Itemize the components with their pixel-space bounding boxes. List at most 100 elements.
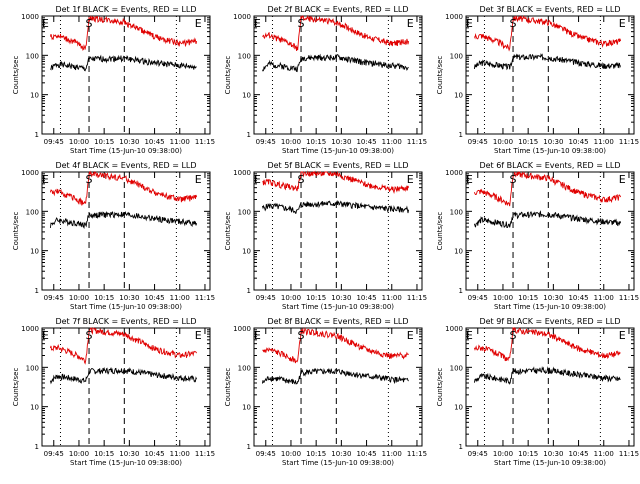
- x-tick-label: 09:45: [256, 294, 276, 302]
- event-marker-label: E: [466, 173, 473, 186]
- x-tick-label: 11:15: [195, 138, 215, 146]
- x-tick-label: 10:00: [493, 138, 513, 146]
- panel-title: Det 5f BLACK = Events, RED = LLD: [267, 161, 408, 170]
- y-tick-label: 10: [454, 404, 463, 412]
- x-tick-label: 09:45: [256, 450, 276, 458]
- detector-panel: Det 5f BLACK = Events, RED = LLD 1 10 100 10…: [224, 161, 427, 311]
- y-tick-label: 1000: [233, 169, 251, 177]
- y-tick-label: 10: [454, 92, 463, 100]
- y-axis-label: Counts/sec: [224, 212, 232, 251]
- y-tick-label: 10: [30, 248, 39, 256]
- x-tick-label: 10:45: [356, 450, 376, 458]
- x-tick-label: 10:15: [306, 294, 326, 302]
- x-tick-label: 11:15: [407, 138, 427, 146]
- y-tick-label: 1: [459, 443, 463, 451]
- x-tick-label: 10:00: [281, 450, 301, 458]
- x-tick-label: 09:45: [468, 138, 488, 146]
- series-line: [49, 170, 198, 206]
- plot-frame: [41, 15, 211, 135]
- plot-frame: [465, 15, 635, 135]
- y-tick-label: 100: [238, 52, 251, 60]
- y-tick-label: 10: [242, 92, 251, 100]
- x-tick-label: 10:30: [119, 294, 139, 302]
- y-tick-label: 1000: [233, 13, 251, 21]
- y-tick-label: 100: [450, 208, 463, 216]
- y-tick-label: 1: [459, 131, 463, 139]
- y-tick-label: 100: [450, 364, 463, 372]
- x-tick-label: 10:00: [69, 450, 89, 458]
- y-tick-label: 1000: [21, 169, 39, 177]
- event-marker-label: S: [298, 17, 305, 30]
- x-tick-label: 11:00: [594, 450, 614, 458]
- x-tick-label: 10:15: [518, 138, 538, 146]
- event-marker-label: E: [407, 17, 414, 30]
- event-marker-label: E: [407, 173, 414, 186]
- plot-frame: [41, 171, 211, 291]
- detector-panel: Det 6f BLACK = Events, RED = LLD 1 10 100 10…: [436, 161, 639, 311]
- x-axis-label: Start Time (15-Jun-10 09:38:00): [282, 459, 394, 467]
- event-marker-label: E: [619, 17, 626, 30]
- series-line: [261, 200, 410, 214]
- x-tick-label: 10:15: [94, 294, 114, 302]
- x-tick-label: 10:30: [543, 294, 563, 302]
- x-axis-label: Start Time (15-Jun-10 09:38:00): [70, 147, 182, 155]
- y-tick-label: 1000: [445, 13, 463, 21]
- y-axis-label: Counts/sec: [12, 212, 20, 251]
- event-marker-label: E: [42, 173, 49, 186]
- series-line: [473, 210, 622, 229]
- x-tick-label: 10:45: [568, 138, 588, 146]
- series-line: [262, 14, 410, 52]
- x-axis-label: Start Time (15-Jun-10 09:38:00): [70, 303, 182, 311]
- x-tick-label: 10:45: [356, 138, 376, 146]
- x-tick-label: 10:15: [518, 294, 538, 302]
- event-marker-label: E: [195, 329, 202, 342]
- detector-panel: Det 9f BLACK = Events, RED = LLD 1 10 100 10…: [436, 317, 639, 467]
- detector-panel: Det 3f BLACK = Events, RED = LLD 1 10 100 10…: [436, 5, 639, 155]
- x-tick-label: 10:00: [69, 138, 89, 146]
- event-marker-label: E: [42, 329, 49, 342]
- panel-title: Det 3f BLACK = Events, RED = LLD: [479, 5, 620, 14]
- series-line: [261, 53, 409, 73]
- series-line: [473, 52, 622, 71]
- series-line: [49, 327, 197, 365]
- x-tick-label: 10:30: [543, 450, 563, 458]
- series-line: [49, 210, 198, 230]
- y-tick-label: 1000: [445, 325, 463, 333]
- y-axis-label: Counts/sec: [12, 368, 20, 407]
- x-axis-label: Start Time (15-Jun-10 09:38:00): [494, 147, 606, 155]
- event-marker-label: S: [298, 173, 305, 186]
- y-tick-label: 1: [247, 131, 251, 139]
- y-tick-label: 10: [30, 92, 39, 100]
- x-tick-label: 10:30: [119, 450, 139, 458]
- detector-panel: Det 2f BLACK = Events, RED = LLD 1 10 100 10…: [224, 5, 427, 155]
- event-marker-label: S: [86, 329, 93, 342]
- x-tick-label: 10:45: [356, 294, 376, 302]
- y-tick-label: 1: [247, 443, 251, 451]
- x-tick-label: 10:00: [281, 138, 301, 146]
- event-marker-label: E: [466, 329, 473, 342]
- x-tick-label: 10:45: [144, 450, 164, 458]
- x-tick-label: 10:15: [306, 138, 326, 146]
- y-tick-label: 1000: [21, 13, 39, 21]
- x-axis-label: Start Time (15-Jun-10 09:38:00): [70, 459, 182, 467]
- plot-frame: [465, 171, 635, 291]
- x-tick-label: 11:15: [619, 450, 639, 458]
- y-tick-label: 1: [247, 287, 251, 295]
- plot-frame: [253, 15, 423, 135]
- y-axis-label: Counts/sec: [224, 56, 232, 95]
- x-tick-label: 09:45: [44, 294, 64, 302]
- y-axis-label: Counts/sec: [436, 212, 444, 251]
- detector-panel: Det 1f BLACK = Events, RED = LLD 1 10 100 10…: [12, 5, 215, 155]
- series-line: [473, 366, 621, 385]
- x-tick-label: 11:00: [594, 138, 614, 146]
- event-marker-label: E: [619, 173, 626, 186]
- y-tick-label: 1000: [21, 325, 39, 333]
- x-tick-label: 09:45: [44, 138, 64, 146]
- x-tick-label: 09:45: [44, 450, 64, 458]
- event-marker-label: S: [298, 329, 305, 342]
- y-tick-label: 1: [35, 443, 39, 451]
- x-tick-label: 11:15: [195, 450, 215, 458]
- x-tick-label: 10:30: [331, 138, 351, 146]
- panel-title: Det 7f BLACK = Events, RED = LLD: [55, 317, 196, 326]
